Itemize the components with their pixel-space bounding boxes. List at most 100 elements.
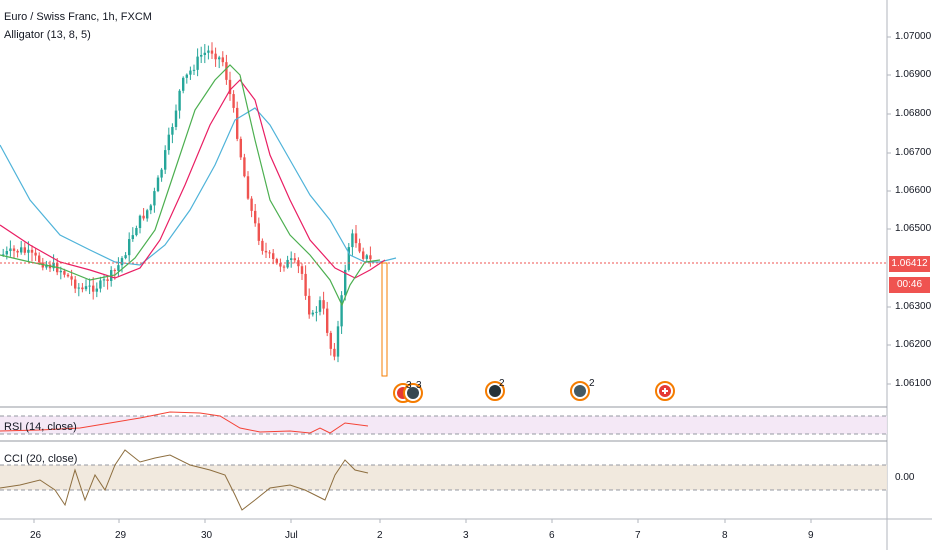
candle-body	[243, 157, 246, 177]
candle-body	[70, 276, 73, 280]
candle-body	[246, 176, 250, 199]
price-tick-label: 1.06200	[895, 339, 932, 350]
rsi-line	[0, 411, 369, 434]
time-tick-label: 29	[115, 530, 127, 541]
swiss-flag-event-icon[interactable]	[655, 381, 675, 401]
price-tick-label: 1.06800	[895, 108, 932, 119]
price-tick-label: 1.06100	[895, 378, 932, 389]
time-tick-label: Jul	[285, 530, 298, 541]
candle-body	[9, 248, 12, 252]
time-tick-label: 9	[808, 530, 814, 541]
candle-body	[34, 252, 37, 256]
candle-body	[344, 269, 347, 296]
candle-body	[329, 332, 332, 349]
candle-body	[354, 233, 358, 244]
candle-body	[135, 228, 138, 236]
candle-body	[30, 249, 34, 253]
candle-body	[218, 57, 221, 60]
candle-body	[52, 262, 55, 269]
candle-body	[149, 205, 152, 211]
candle-body	[333, 348, 336, 357]
price-axis-ticks	[887, 36, 891, 385]
dividend-events-icon[interactable]	[403, 383, 423, 403]
symbol-title[interactable]: Euro / Swiss Franc, 1h, FXCM	[4, 11, 152, 23]
candle-body	[362, 251, 365, 259]
candle-body	[63, 270, 66, 275]
candle-body	[113, 270, 116, 272]
candle-body	[16, 250, 19, 253]
forming-candle	[381, 262, 388, 377]
event-count: 3	[416, 380, 422, 391]
candle-body	[174, 110, 178, 127]
rsi-indicator-label[interactable]: RSI (14, close)	[4, 421, 77, 433]
candle-body	[268, 252, 271, 254]
candle-body	[27, 249, 30, 253]
candle-body	[167, 134, 170, 151]
candle-body	[207, 50, 210, 53]
candle-body	[92, 285, 95, 292]
candle-body	[369, 255, 372, 260]
price-tick-label: 1.06500	[895, 223, 932, 234]
candle-body	[12, 248, 16, 251]
candle-body	[106, 279, 109, 281]
earnings-event-icon[interactable]	[485, 381, 505, 401]
candle-body	[117, 265, 120, 271]
candle-body	[200, 54, 203, 57]
candle-body	[2, 254, 5, 256]
candle-body	[156, 177, 160, 192]
candle-body	[81, 287, 84, 290]
candle-body	[210, 50, 214, 54]
candle-body	[5, 251, 8, 255]
candle-body	[142, 215, 145, 219]
time-tick-label: 7	[635, 530, 641, 541]
bar-countdown-label: 00:46	[889, 277, 930, 293]
candle-body	[66, 274, 70, 277]
candle-body	[232, 94, 235, 108]
candle-body	[315, 311, 318, 313]
candle-body	[275, 259, 278, 264]
candle-body	[77, 287, 80, 289]
time-tick-label: 30	[201, 530, 213, 541]
candle-body	[290, 258, 293, 260]
candle-body	[254, 210, 257, 224]
candle-body	[257, 223, 260, 241]
time-tick-label: 6	[549, 530, 555, 541]
candle-body	[228, 79, 232, 95]
candle-body	[365, 255, 368, 259]
event-count: 3	[406, 380, 412, 391]
candle-body	[131, 235, 134, 240]
candle-body	[297, 260, 300, 267]
candle-body	[203, 52, 206, 55]
price-tick-label: 1.07000	[895, 31, 932, 42]
candle-body	[171, 126, 174, 135]
candle-body	[182, 77, 185, 91]
candle-body	[128, 239, 131, 256]
candle-body	[99, 280, 102, 289]
candle-body	[351, 233, 354, 248]
candle-body	[120, 258, 124, 266]
alligator-jaw-line	[0, 107, 397, 266]
candle-body	[304, 273, 307, 296]
candle-body	[358, 243, 361, 252]
candle-body	[322, 300, 325, 309]
candle-body	[88, 285, 91, 287]
event-count: 2	[499, 378, 505, 389]
candle-body	[178, 90, 181, 111]
candle-body	[272, 253, 275, 260]
alligator-indicator-label[interactable]: Alligator (13, 8, 5)	[4, 29, 91, 41]
cci-indicator-label[interactable]: CCI (20, close)	[4, 453, 78, 465]
candle-body	[300, 266, 304, 274]
candle-body	[279, 263, 282, 267]
candle-body	[261, 240, 264, 251]
event-markers[interactable]	[393, 381, 675, 403]
price-tick-label: 1.06300	[895, 301, 932, 312]
candle-body	[214, 53, 217, 60]
candle-body	[20, 247, 23, 253]
candle-body	[185, 74, 188, 78]
candle-body	[336, 326, 340, 357]
time-tick-label: 2	[377, 530, 383, 541]
candle-body	[236, 107, 239, 139]
candle-body	[23, 247, 26, 253]
globe-events-icon[interactable]	[570, 381, 590, 401]
